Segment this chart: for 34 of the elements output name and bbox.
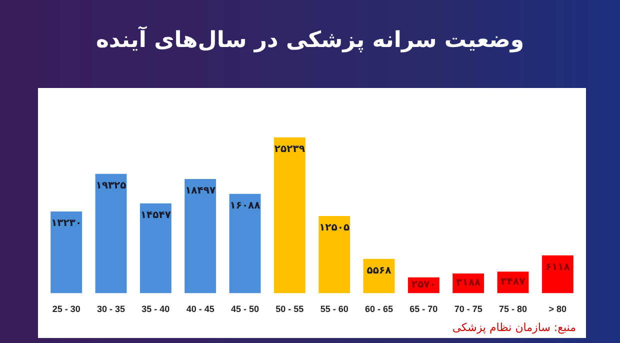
data-label: ۶۱۱۸ xyxy=(545,262,570,274)
x-tick-label: 35 - 40 xyxy=(142,304,170,314)
text: منبع: سازمان نظام پزشکی xyxy=(452,321,576,334)
x-tick-label: > 80 xyxy=(548,304,567,314)
data-label: ۱۴۵۴۷ xyxy=(140,210,171,221)
data-label: ۵۵۶۸ xyxy=(366,265,392,276)
bar xyxy=(542,255,574,294)
x-tick-label: 25 - 30 xyxy=(52,304,80,314)
bar xyxy=(318,216,350,294)
data-label: ۱۸۴۹۷ xyxy=(185,186,216,197)
data-label: ۲۵۷۰ xyxy=(411,279,436,290)
x-tick-label: 55 - 60 xyxy=(320,304,348,314)
x-tick-label: 50 - 55 xyxy=(276,304,304,314)
bar xyxy=(95,174,127,294)
x-tick-label: 70 - 75 xyxy=(454,304,482,314)
data-label: ۳۴۸۷ xyxy=(500,276,526,288)
bar xyxy=(140,203,172,294)
bar xyxy=(274,137,306,294)
x-tick-label: 45 - 50 xyxy=(230,304,260,314)
x-tick-label: 65 - 70 xyxy=(410,304,438,314)
x-tick-label: 75 - 80 xyxy=(498,304,528,314)
chart-title: وضعیت سرانه پزشکی در سال‌های آینده xyxy=(94,28,526,53)
data-label: ۱۶۰۸۸ xyxy=(230,200,260,212)
bar xyxy=(184,179,216,294)
x-tick-label: 30 - 35 xyxy=(96,304,126,314)
data-label: ۱۳۲۳۰ xyxy=(51,218,82,230)
data-label: ۲۵۲۳۹ xyxy=(274,144,305,155)
data-label: ۱۹۳۲۵ xyxy=(96,180,126,192)
bar xyxy=(229,194,261,294)
data-label: ۱۲۵۰۵ xyxy=(319,222,350,234)
data-label: ۳۱۸۸ xyxy=(456,277,481,288)
bar xyxy=(50,212,82,294)
x-tick-label: 40 - 45 xyxy=(186,304,214,314)
x-tick-label: 60 - 65 xyxy=(364,304,394,314)
